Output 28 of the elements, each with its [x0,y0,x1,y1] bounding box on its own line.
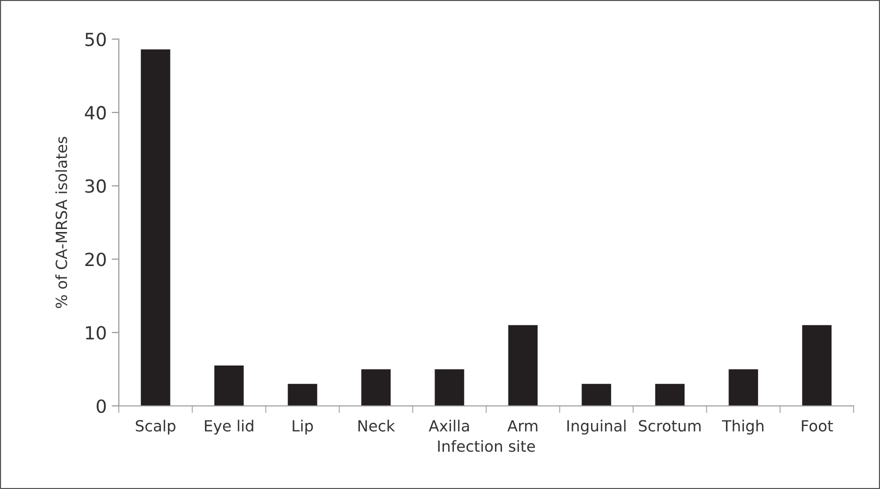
x-tick-label: Foot [802,420,833,432]
y-tick-label: 40 [84,106,106,120]
y-tick-label: 30 [85,179,106,193]
y-axis-title: % of CA-MRSA isolates [55,136,68,308]
bar [288,384,318,406]
bar [140,49,170,406]
x-tick-label: Neck [358,420,395,432]
bar [214,366,244,406]
x-tick-label: Axilla [428,420,469,432]
x-tick-label: Thigh [722,420,764,435]
x-tick-label: Scalp [136,420,176,435]
y-tick-label: 0 [96,399,106,413]
y-tick-label: 20 [85,252,106,266]
x-tick-label: Arm [507,420,538,432]
bar [508,325,538,406]
x-tick-label: Scrotum [638,420,701,432]
x-tick-label: Eye lid [204,420,254,435]
bar [728,369,758,406]
x-tick-label: Inguinal [567,420,626,435]
x-tick-label: Lip [292,420,313,435]
bar [655,384,685,406]
bar [582,384,612,406]
y-tick-label: 10 [86,326,106,340]
bar [434,369,464,406]
y-tick-label: 50 [85,32,106,46]
bar [361,369,391,406]
x-axis-title: Infection site [438,440,535,452]
bar [802,325,832,406]
